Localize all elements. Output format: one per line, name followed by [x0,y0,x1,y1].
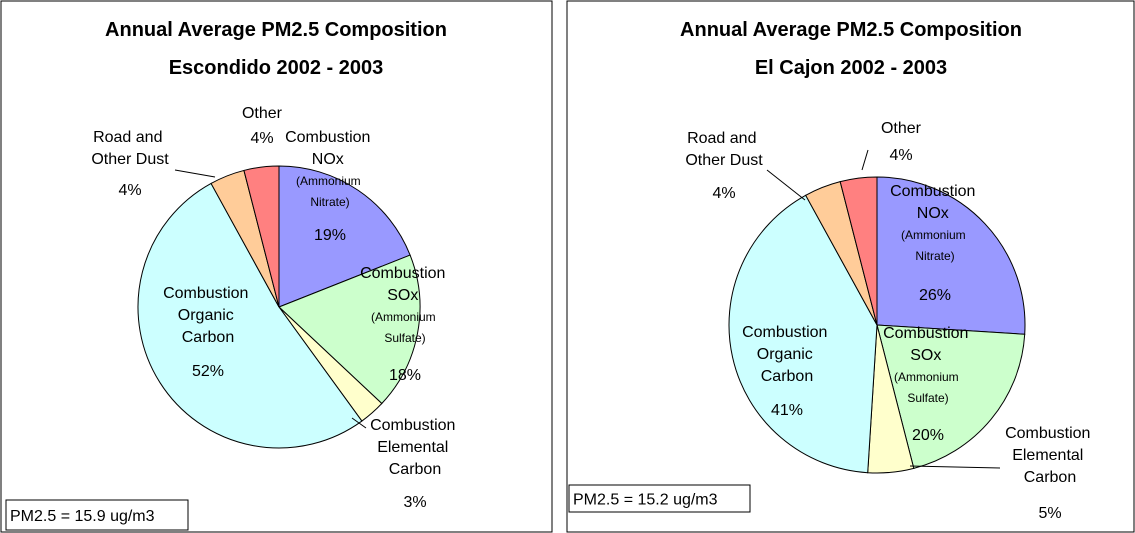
label-line: SOx [910,347,946,364]
value-label: 3% [403,494,426,511]
label-line: Combustion [163,285,253,302]
label-line: Road and [93,129,167,146]
label-line: Other [242,105,283,122]
label-line: Nitrate) [310,195,349,209]
value-label: 19% [314,227,346,244]
leader-line [351,417,367,429]
label-line: Other Dust [685,152,763,169]
pie-slice [876,176,1026,335]
annotation-box [568,484,751,513]
leader-line [861,149,869,171]
slice-label: Other [881,120,922,137]
value-label: 4% [712,185,735,202]
annotation: PM2.5 = 15.9 ug/m3 [10,508,155,525]
label-line: Combustion [883,325,973,342]
value-label: 4% [118,182,141,199]
value-label: 52% [192,363,224,380]
pie-slice [278,165,411,308]
label-line: Carbon [182,329,234,346]
slice-label: Combustion SOx (Ammonium Sulfate) [883,325,973,405]
slice-label: Combustion SOx (Ammonium Sulfate) [360,265,450,345]
label-line: Organic [178,307,238,324]
value-label: 4% [889,147,912,164]
pie-slice [839,176,878,326]
label-line: Organic [757,346,817,363]
pie-slice [876,324,1026,469]
leader-line [909,465,1001,469]
leader-line [766,169,806,201]
label-line: (Ammonium [901,228,969,242]
pie-slice [278,254,421,405]
slice-label: Combustion Elemental Carbon [1005,425,1095,486]
value-label: 4% [250,130,273,147]
slice-label: Other [242,105,283,122]
label-line: (Ammonium [296,174,364,188]
label-line: Carbon [761,368,813,385]
chart-subtitle: El Cajon 2002 - 2003 [755,57,947,79]
label-line: Nitrate) [915,249,954,263]
label-line: SOx [387,287,423,304]
value-label: 26% [919,287,951,304]
annotation-box [5,499,189,531]
pie-slice [243,165,280,308]
label-line: Combustion [370,417,460,434]
slice-label: Combustion Organic Carbon [163,285,253,346]
label-line: Elemental [1012,447,1088,464]
label-line: NOx [917,205,953,222]
label-line: Sulfate) [384,331,425,345]
label-line: Combustion [1005,425,1095,442]
leader-line [174,169,216,178]
label-line: Elemental [377,439,453,456]
label-line: Combustion [360,265,450,282]
label-line: Combustion [890,183,980,200]
pie-slice [728,194,878,474]
chart-title: Annual Average PM2.5 Composition [680,19,1022,41]
value-label: 20% [912,427,944,444]
label-line: Combustion [285,129,375,146]
label-line: Carbon [389,461,441,478]
value-label: 5% [1038,505,1061,522]
chart-subtitle: Escondido 2002 - 2003 [169,57,384,79]
slice-label: Road and Other Dust [685,130,763,169]
pie-slice [137,182,363,449]
label-line: Other [881,120,922,137]
label-line: Other Dust [91,151,169,168]
value-label: 41% [771,402,803,419]
annotation: PM2.5 = 15.2 ug/m3 [573,492,718,509]
slice-label: Combustion Organic Carbon [742,324,832,385]
label-line: (Ammonium [894,370,962,384]
slice-label: Road and Other Dust [91,129,169,168]
label-line: Carbon [1024,469,1076,486]
label-line: Road and [687,130,761,147]
label-line: NOx [312,151,348,168]
slice-label: Combustion NOx (Ammonium Nitrate) [285,129,375,209]
slice-label: Combustion Elemental Carbon [370,417,460,478]
slice-label: Combustion NOx (Ammonium Nitrate) [890,183,980,263]
label-line: (Ammonium [371,310,439,324]
label-line: Combustion [742,324,832,341]
value-label: 18% [389,367,421,384]
label-line: Sulfate) [907,391,948,405]
chart-title: Annual Average PM2.5 Composition [105,19,447,41]
